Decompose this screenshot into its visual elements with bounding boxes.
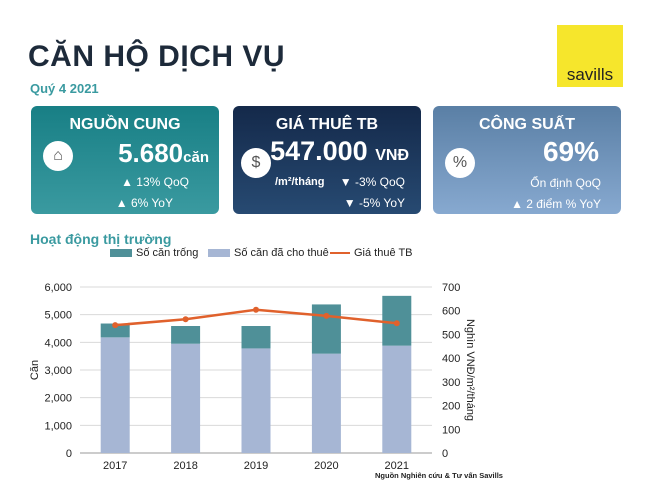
- savills-logo: savills: [557, 25, 623, 87]
- rent-point: [112, 322, 119, 329]
- card-qoq: ▲ 13% QoQ: [121, 175, 189, 189]
- bar-vacant: [100, 323, 130, 338]
- card-title: NGUỒN CUNG: [69, 116, 181, 133]
- card-value: 547.000 VNĐ: [270, 136, 409, 166]
- y-tick-label: 2,000: [44, 393, 72, 405]
- y-axis-label: Căn: [29, 360, 41, 380]
- card-qoq: Ổn định QoQ: [530, 176, 601, 190]
- card-unit: /m²/tháng: [275, 176, 325, 188]
- y2-tick-label: 300: [442, 377, 460, 389]
- rent-point: [182, 316, 189, 323]
- house-icon: ⌂: [43, 141, 73, 171]
- bar-vacant: [241, 326, 271, 349]
- x-tick-label: 2020: [314, 460, 338, 472]
- x-tick-label: 2019: [244, 460, 268, 472]
- page-title: CĂN HỘ DỊCH VỤ: [28, 40, 286, 73]
- y2-axis-label: Nghìn VNĐ/m²/tháng: [464, 319, 476, 421]
- card-value: 5.680căn: [118, 138, 209, 168]
- x-tick-label: 2018: [173, 460, 197, 472]
- rent-point: [323, 312, 330, 319]
- y2-tick-label: 200: [442, 401, 460, 413]
- y2-tick-label: 400: [442, 353, 460, 365]
- card-yoy: ▼ -5% YoY: [343, 196, 405, 210]
- y2-tick-label: 100: [442, 424, 460, 436]
- legend-occupied: Số căn đã cho thuê: [208, 247, 329, 259]
- card-title: CÔNG SUẤT: [479, 116, 575, 133]
- page-subtitle: Quý 4 2021: [30, 81, 99, 96]
- bar-vacant: [311, 304, 341, 354]
- card-yoy: ▲ 6% YoY: [115, 196, 173, 210]
- rent-point: [253, 306, 259, 313]
- bar-occupied: [311, 353, 341, 453]
- y-tick-label: 0: [66, 448, 72, 460]
- y-tick-label: 3,000: [44, 365, 72, 377]
- dollar-coin-icon: $: [241, 148, 271, 178]
- legend-vacant: Số căn trống: [110, 247, 198, 259]
- source-note: Nguồn Nghiên cứu & Tư vấn Savills: [375, 471, 503, 480]
- bar-occupied: [171, 343, 201, 453]
- legend-rent: Giá thuê TB: [330, 247, 413, 259]
- x-tick-label: 2021: [385, 460, 409, 472]
- y-tick-label: 1,000: [44, 420, 72, 432]
- occupancy-card: CÔNG SUẤT % 69% Ổn định QoQ ▲ 2 điểm % Y…: [433, 106, 621, 214]
- y-tick-label: 4,000: [44, 337, 72, 349]
- y2-tick-label: 600: [442, 306, 460, 318]
- y-tick-label: 5,000: [44, 310, 72, 322]
- bar-occupied: [100, 337, 130, 453]
- rent-point: [393, 320, 400, 327]
- y2-tick-label: 500: [442, 329, 460, 341]
- supply-card: NGUỒN CUNG ⌂ 5.680căn ▲ 13% QoQ ▲ 6% YoY: [31, 106, 219, 214]
- card-title: GIÁ THUÊ TB: [275, 116, 379, 133]
- card-yoy: ▲ 2 điểm % YoY: [511, 197, 601, 211]
- percent-icon: %: [445, 148, 475, 178]
- rent-card: GIÁ THUÊ TB $ 547.000 VNĐ /m²/tháng ▼ -3…: [233, 106, 421, 214]
- bar-occupied: [382, 345, 412, 453]
- x-tick-label: 2017: [103, 460, 127, 472]
- y2-tick-label: 0: [442, 448, 448, 460]
- card-value: 69%: [542, 136, 599, 167]
- bar-occupied: [241, 348, 271, 453]
- section-title: Hoạt động thị trường: [30, 231, 172, 247]
- y2-tick-label: 700: [442, 282, 460, 294]
- bar-vacant: [171, 326, 201, 344]
- card-qoq: ▼ -3% QoQ: [339, 175, 405, 189]
- y-tick-label: 6,000: [44, 282, 72, 294]
